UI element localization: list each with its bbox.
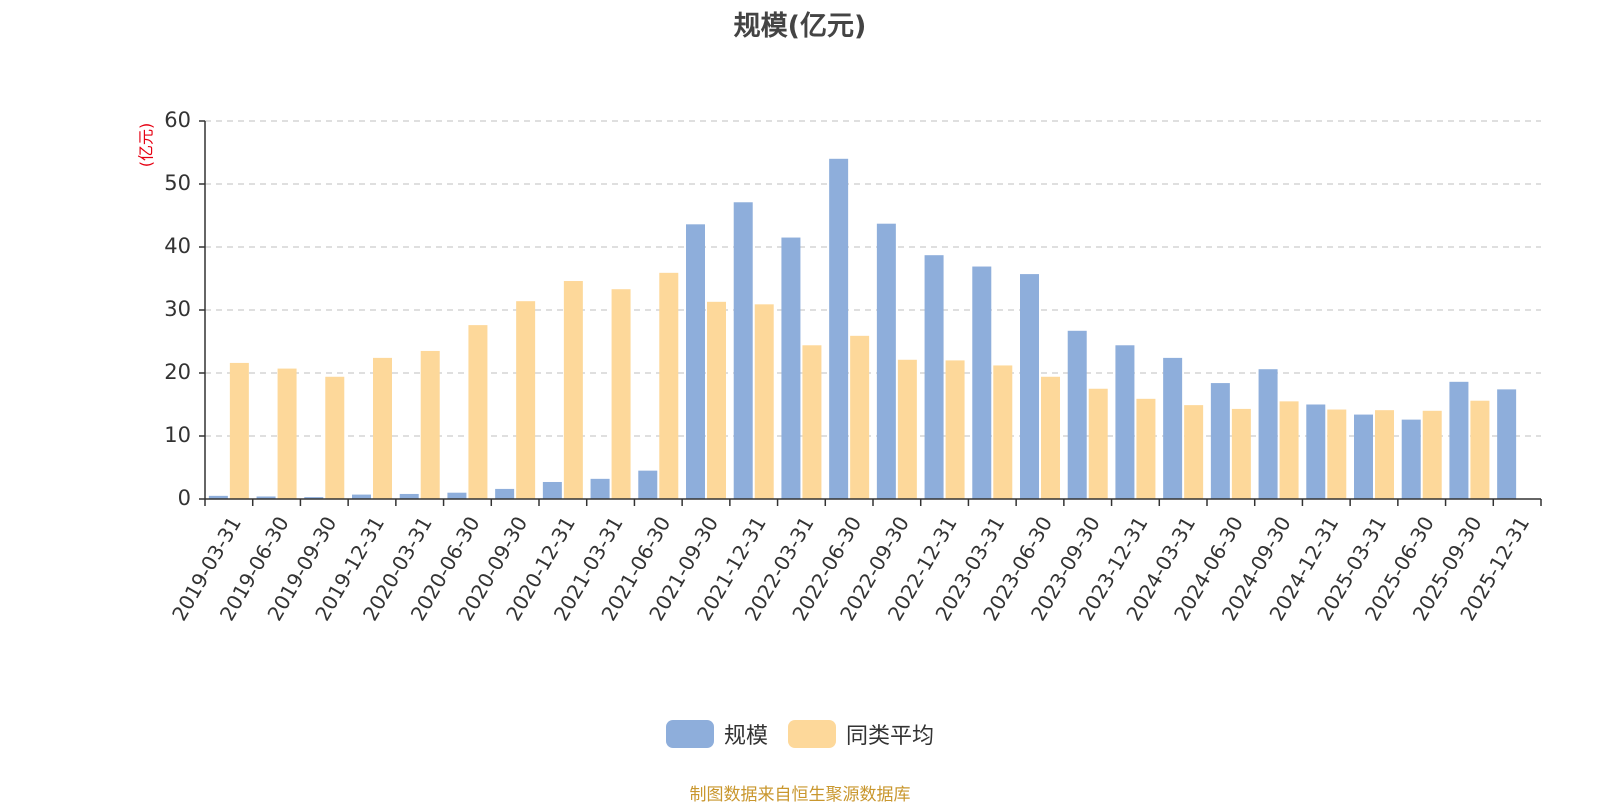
bar-peer-average [325, 376, 345, 499]
bar-scale [733, 202, 753, 499]
bar-peer-average [277, 368, 297, 499]
bar-scale [924, 255, 944, 499]
y-tick-label: 30 [164, 297, 191, 321]
legend-swatch-scale [665, 720, 714, 748]
bar-peer-average [1184, 405, 1204, 499]
bar-peer-average [1041, 376, 1060, 499]
bar-scale [352, 494, 371, 499]
y-axis-label: (亿元) [137, 123, 156, 168]
bar-peer-average [1088, 388, 1108, 499]
bar-peer-average [1279, 401, 1299, 499]
bar-scale [1020, 274, 1039, 499]
bar-scale [1210, 383, 1230, 499]
bar-peer-average [945, 360, 965, 499]
legend: 规模 同类平均 [0, 718, 1600, 750]
bar-scale [256, 496, 276, 499]
bar-scale [781, 237, 801, 500]
bar-scale [1306, 404, 1326, 499]
bar-peer-average [1231, 408, 1251, 499]
bar-scale [590, 478, 610, 499]
bar-peer-average [611, 289, 631, 499]
chart-title: 规模(亿元) [733, 11, 867, 42]
bar-peer-average [1136, 398, 1156, 499]
bar-scale [1354, 414, 1373, 499]
legend-item-peer-average[interactable]: 同类平均 [788, 718, 934, 750]
y-tick-label: 40 [164, 234, 191, 258]
bar-scale [1115, 345, 1135, 499]
bar-peer-average [850, 335, 870, 499]
bar-peer-average [1375, 410, 1394, 499]
bar-peer-average [993, 365, 1013, 499]
legend-item-scale[interactable]: 规模 [665, 718, 768, 750]
bar-peer-average [1470, 400, 1490, 499]
bar-scale [1497, 389, 1517, 499]
bar-scale [399, 493, 419, 499]
bar-scale [686, 224, 705, 499]
bar-scale [1449, 381, 1469, 499]
bar-peer-average [420, 350, 440, 499]
bar-peer-average [659, 272, 679, 499]
bar-scale [876, 223, 896, 499]
bar-scale [542, 481, 562, 499]
bar-scale [495, 488, 515, 499]
y-tick-label: 10 [164, 423, 191, 447]
bar-peer-average [229, 362, 249, 499]
bar-scale [304, 497, 324, 499]
bar-peer-average [707, 301, 726, 499]
bar-peer-average [516, 301, 536, 499]
bar-peer-average [802, 345, 822, 499]
grid-lines [205, 120, 1541, 437]
bar-scale [972, 266, 992, 499]
bar-peer-average [468, 325, 488, 499]
bar-peer-average [563, 281, 583, 499]
bar-scale [1258, 369, 1278, 499]
legend-swatch-peer-average [788, 720, 836, 748]
bar-scale [208, 495, 228, 499]
bar-peer-average [1422, 410, 1442, 499]
bar-peer-average [754, 304, 774, 499]
bars [208, 158, 1517, 500]
source-note: 制图数据来自恒生聚源数据库 [689, 785, 911, 805]
bar-peer-average [373, 357, 392, 499]
y-tick-label: 60 [164, 108, 191, 132]
legend-label-peer-average: 同类平均 [846, 724, 935, 749]
legend-label-scale: 规模 [723, 724, 768, 749]
y-tick-label: 50 [164, 171, 191, 195]
bar-peer-average [897, 359, 917, 499]
y-tick-label: 20 [164, 360, 191, 384]
bar-scale [829, 158, 849, 500]
bar-scale [1401, 419, 1421, 499]
bar-peer-average [1327, 409, 1347, 499]
bar-scale [1163, 357, 1183, 499]
bar-scale [638, 470, 658, 499]
bar-scale [1067, 330, 1087, 499]
bar-scale [447, 492, 467, 499]
y-tick-label: 0 [178, 486, 191, 510]
